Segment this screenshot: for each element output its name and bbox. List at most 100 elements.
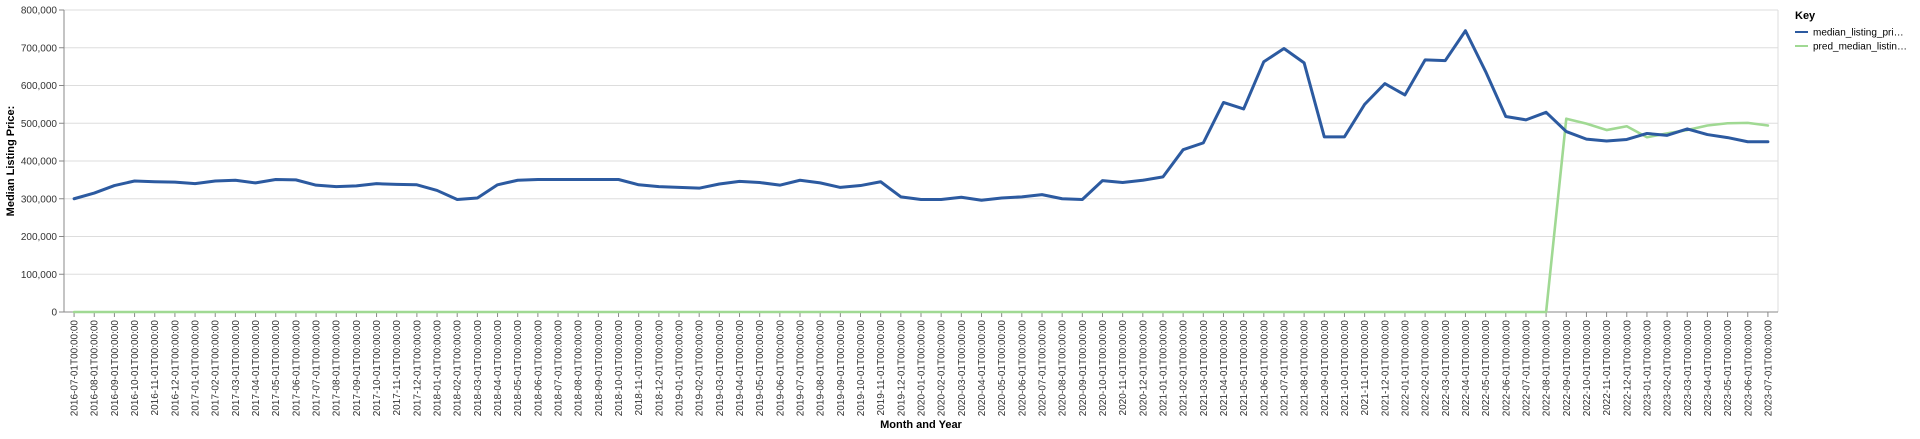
x-axis-title: Month and Year — [880, 419, 962, 431]
y-axis-title: Median Listing Price: — [5, 106, 17, 217]
x-tick-label: 2017-05-01T00:00:00 — [271, 320, 282, 417]
x-tick-label: 2020-10-01T00:00:00 — [1098, 320, 1109, 417]
x-tick-label: 2023-02-01T00:00:00 — [1663, 320, 1674, 417]
x-tick-label: 2022-08-01T00:00:00 — [1542, 320, 1553, 417]
y-tick-label: 100,000 — [21, 270, 58, 281]
legend-entries: median_listing_pri… pred_median_listin… — [1795, 28, 1907, 53]
x-tick-label: 2018-12-01T00:00:00 — [654, 320, 665, 417]
x-tick-label: 2022-07-01T00:00:00 — [1521, 320, 1532, 417]
x-tick-label: 2021-10-01T00:00:00 — [1340, 320, 1351, 417]
x-tick-label: 2020-04-01T00:00:00 — [977, 320, 988, 417]
x-tick-label: 2023-03-01T00:00:00 — [1683, 320, 1694, 417]
x-tick-label: 2021-03-01T00:00:00 — [1199, 320, 1210, 417]
x-tick-label: 2018-07-01T00:00:00 — [554, 320, 565, 417]
x-tick-label: 2021-04-01T00:00:00 — [1219, 320, 1230, 417]
x-tick-label: 2019-11-01T00:00:00 — [876, 320, 887, 416]
x-tick-label: 2020-05-01T00:00:00 — [997, 320, 1008, 417]
x-tick-label: 2022-04-01T00:00:00 — [1461, 320, 1472, 417]
y-tick-label: 200,000 — [21, 232, 58, 243]
gridlines — [63, 9, 1779, 313]
x-tick-label: 2018-06-01T00:00:00 — [533, 320, 544, 417]
y-tick-label: 600,000 — [21, 81, 58, 92]
x-tick-label: 2017-01-01T00:00:00 — [191, 320, 202, 417]
legend-title: Key — [1795, 10, 1816, 22]
x-tick-label: 2019-01-01T00:00:00 — [675, 320, 686, 417]
x-tick-label: 2021-08-01T00:00:00 — [1300, 320, 1311, 417]
x-tick-label: 2020-03-01T00:00:00 — [957, 320, 968, 417]
x-tick-label: 2018-09-01T00:00:00 — [594, 320, 605, 417]
x-tick-label: 2017-12-01T00:00:00 — [412, 320, 423, 417]
legend-label-1: pred_median_listin… — [1813, 42, 1907, 53]
x-tick-label: 2022-05-01T00:00:00 — [1481, 320, 1492, 417]
x-tick-label: 2021-07-01T00:00:00 — [1279, 320, 1290, 417]
x-tick-label: 2017-08-01T00:00:00 — [332, 320, 343, 417]
x-tick-label: 2018-11-01T00:00:00 — [634, 320, 645, 416]
y-tick-label: 400,000 — [21, 157, 58, 168]
x-tick-label: 2017-02-01T00:00:00 — [211, 320, 222, 417]
x-tick-label: 2019-06-01T00:00:00 — [775, 320, 786, 417]
x-tick-label: 2021-12-01T00:00:00 — [1380, 320, 1391, 417]
x-tick-label: 2019-08-01T00:00:00 — [816, 320, 827, 417]
x-tick-label: 2016-07-01T00:00:00 — [70, 320, 81, 417]
x-tick-label: 2018-10-01T00:00:00 — [614, 320, 625, 417]
x-tick-label: 2020-06-01T00:00:00 — [1017, 320, 1028, 417]
x-tick-label: 2019-10-01T00:00:00 — [856, 320, 867, 417]
x-tick-label: 2020-08-01T00:00:00 — [1058, 320, 1069, 417]
x-tick-label: 2020-11-01T00:00:00 — [1118, 320, 1129, 416]
legend-label-0: median_listing_pri… — [1813, 28, 1904, 39]
x-tick-label: 2019-05-01T00:00:00 — [755, 320, 766, 417]
x-tick-label: 2020-07-01T00:00:00 — [1037, 320, 1048, 417]
x-tick-label: 2019-04-01T00:00:00 — [735, 320, 746, 417]
x-tick-label: 2018-05-01T00:00:00 — [513, 320, 524, 417]
x-tick-label: 2018-04-01T00:00:00 — [493, 320, 504, 417]
y-tick-label: 0 — [51, 308, 57, 319]
x-tick-label: 2023-04-01T00:00:00 — [1703, 320, 1714, 417]
x-tick-label: 2020-12-01T00:00:00 — [1138, 320, 1149, 417]
x-tick-label: 2016-09-01T00:00:00 — [110, 320, 121, 417]
x-tick-label: 2018-08-01T00:00:00 — [574, 320, 585, 417]
x-tick-label: 2021-09-01T00:00:00 — [1320, 320, 1331, 417]
x-tick-label: 2019-03-01T00:00:00 — [715, 320, 726, 417]
x-tick-label: 2022-09-01T00:00:00 — [1562, 320, 1573, 417]
x-tick-label: 2021-06-01T00:00:00 — [1259, 320, 1270, 417]
x-tick-label: 2022-03-01T00:00:00 — [1441, 320, 1452, 417]
x-tick-label: 2022-01-01T00:00:00 — [1400, 320, 1411, 417]
x-tick-label: 2016-12-01T00:00:00 — [170, 320, 181, 417]
x-tick-label: 2023-06-01T00:00:00 — [1743, 320, 1754, 417]
x-tick-label: 2018-03-01T00:00:00 — [473, 320, 484, 417]
axes: 0 100,000 200,000 300,000 400,000 500,000 600,… — [21, 6, 1778, 417]
y-tick-label: 700,000 — [21, 43, 58, 54]
legend: Key median_listing_pri… pred_median_listi… — [1795, 10, 1907, 53]
y-tick-label: 500,000 — [21, 119, 58, 130]
x-tick-label: 2016-11-01T00:00:00 — [150, 320, 161, 416]
x-tick-label: 2023-05-01T00:00:00 — [1723, 320, 1734, 417]
x-tick-label: 2017-07-01T00:00:00 — [312, 320, 323, 417]
x-tick-label: 2020-02-01T00:00:00 — [937, 320, 948, 417]
x-tick-label: 2018-01-01T00:00:00 — [433, 320, 444, 417]
x-tick-label: 2022-12-01T00:00:00 — [1622, 320, 1633, 417]
y-tick-label: 800,000 — [21, 6, 58, 17]
x-tick-label: 2017-03-01T00:00:00 — [231, 320, 242, 417]
x-tick-label: 2023-07-01T00:00:00 — [1763, 320, 1774, 417]
x-tick-label: 2017-04-01T00:00:00 — [251, 320, 262, 417]
x-tick-label: 2021-01-01T00:00:00 — [1158, 320, 1169, 417]
series-lines — [72, 29, 1770, 314]
x-tick-label: 2017-06-01T00:00:00 — [291, 320, 302, 417]
x-tick-label: 2016-08-01T00:00:00 — [90, 320, 101, 417]
x-tick-label: 2021-05-01T00:00:00 — [1239, 320, 1250, 417]
series-line-1 — [72, 117, 1770, 314]
x-tick-label: 2019-09-01T00:00:00 — [836, 320, 847, 417]
x-tick-label: 2016-10-01T00:00:00 — [130, 320, 141, 417]
x-tick-label: 2020-09-01T00:00:00 — [1078, 320, 1089, 417]
x-tick-label: 2022-11-01T00:00:00 — [1602, 320, 1613, 416]
x-tick-label: 2022-06-01T00:00:00 — [1501, 320, 1512, 417]
x-tick-label: 2020-01-01T00:00:00 — [917, 320, 928, 417]
x-tick-label: 2022-10-01T00:00:00 — [1582, 320, 1593, 417]
x-tick-label: 2017-11-01T00:00:00 — [392, 320, 403, 416]
y-tick-label: 300,000 — [21, 194, 58, 205]
x-tick-label: 2023-01-01T00:00:00 — [1642, 320, 1653, 417]
x-tick-label: 2022-02-01T00:00:00 — [1421, 320, 1432, 417]
x-tick-label: 2019-07-01T00:00:00 — [796, 320, 807, 417]
